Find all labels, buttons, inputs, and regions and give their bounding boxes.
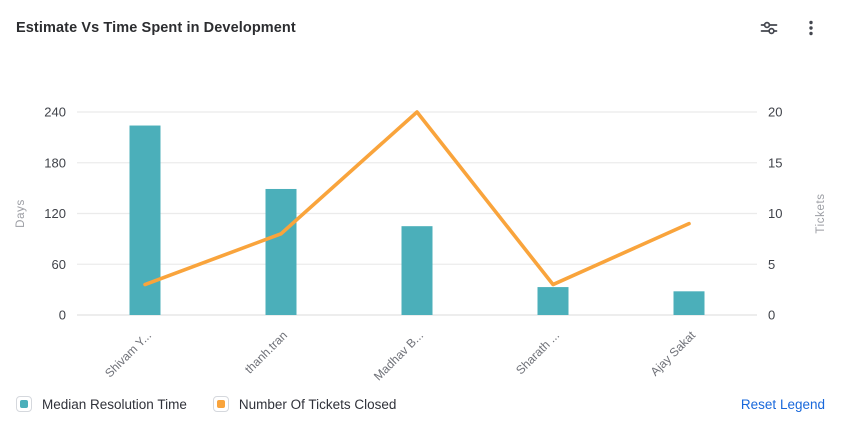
legend-item-median-resolution-time[interactable]: Median Resolution Time bbox=[16, 396, 187, 412]
kebab-menu-icon bbox=[801, 18, 821, 38]
legend-swatch-teal bbox=[16, 396, 32, 412]
y-axis-tick-right: 15 bbox=[768, 155, 782, 170]
y-axis-tick-left: 0 bbox=[59, 308, 66, 323]
combo-chart: 0 0 60 5 120 10 180 15 240 20 Days Tickets Shivam Y.… bbox=[15, 105, 827, 384]
y-axis-title-right: Tickets bbox=[815, 193, 827, 233]
more-options-button[interactable] bbox=[797, 14, 825, 42]
y-axis-tick-left: 60 bbox=[52, 257, 66, 272]
x-axis-label-thanh.tran[interactable]: thanh.tran bbox=[242, 328, 290, 376]
legend-label: Median Resolution Time bbox=[42, 396, 187, 412]
x-axis-label-Shivam Y...[interactable]: Shivam Y... bbox=[102, 328, 154, 380]
y-axis-tick-right: 10 bbox=[768, 206, 782, 221]
y-axis-tick-left: 180 bbox=[44, 155, 66, 170]
line-number-of-tickets-closed[interactable] bbox=[143, 110, 691, 287]
y-axis-tick-right: 20 bbox=[768, 105, 782, 120]
legend-label: Number Of Tickets Closed bbox=[238, 396, 397, 412]
legend-swatch-orange bbox=[212, 396, 229, 412]
legend-swatch-color bbox=[216, 400, 225, 408]
x-axis-label-Sharath ...[interactable]: Sharath ... bbox=[513, 328, 562, 377]
y-axis-title-left: Days bbox=[15, 199, 27, 228]
reset-legend-link[interactable]: Reset Legend bbox=[740, 396, 825, 412]
chart-title: Estimate Vs Time Spent in Development bbox=[16, 20, 296, 36]
bar-Shivam Y...[interactable] bbox=[129, 125, 161, 316]
x-axis-label-Ajay Sakat[interactable]: Ajay Sakat bbox=[648, 328, 699, 379]
legend-item-number-of-tickets-closed[interactable]: Number Of Tickets Closed bbox=[212, 396, 397, 412]
chart-settings-button[interactable] bbox=[755, 14, 783, 42]
y-axis-tick-right: 5 bbox=[768, 257, 775, 272]
bar-thanh.tran[interactable] bbox=[265, 188, 297, 315]
chart-header: Estimate Vs Time Spent in Development bbox=[0, 0, 841, 56]
bar-Ajay Sakat[interactable] bbox=[673, 291, 705, 315]
x-axis-label-Madhav B...[interactable]: Madhav B... bbox=[371, 328, 426, 383]
y-axis-tick-left: 120 bbox=[44, 206, 66, 221]
legend-items: Median Resolution Time Number Of Tickets… bbox=[16, 396, 396, 412]
sliders-icon bbox=[759, 18, 779, 38]
bar-Sharath ...[interactable] bbox=[537, 287, 569, 315]
y-axis-tick-left: 240 bbox=[44, 105, 66, 120]
y-axis-tick-right: 0 bbox=[768, 308, 775, 323]
chart-legend: Median Resolution Time Number Of Tickets… bbox=[0, 386, 841, 430]
legend-swatch-color bbox=[20, 400, 28, 408]
bar-Madhav B...[interactable] bbox=[401, 226, 433, 315]
header-actions bbox=[755, 14, 825, 42]
